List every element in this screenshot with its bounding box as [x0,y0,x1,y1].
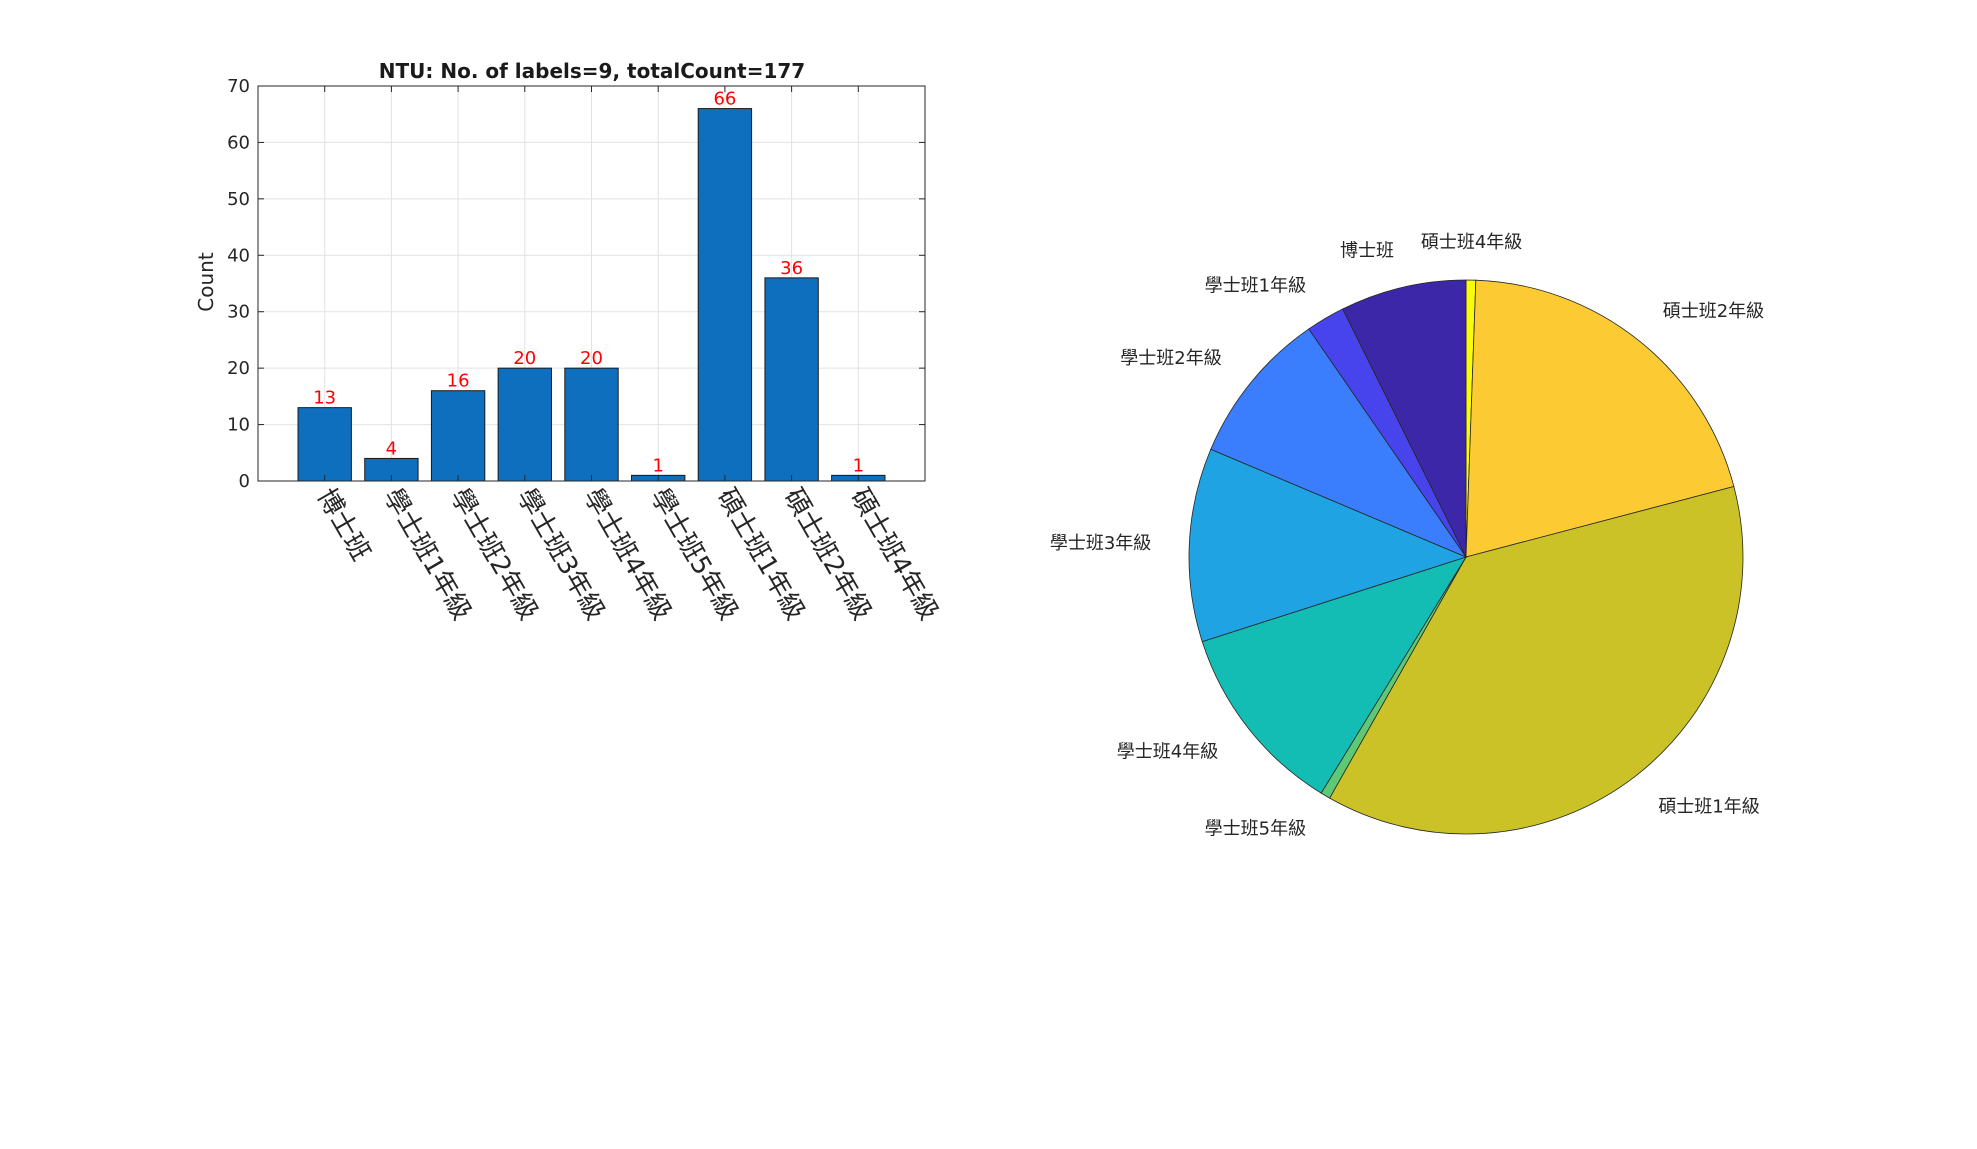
pie-slice [1465,279,1735,558]
y-tick-label: 70 [227,76,250,97]
bar [297,407,352,482]
data-label: 20 [513,348,536,369]
bar [430,390,486,482]
pie-slice-label: 碩士班1年級 [1658,796,1759,817]
y-tick-label: 60 [227,132,250,153]
pie-slice-label: 博士班 [1340,240,1394,261]
bar [497,367,552,482]
data-label: 13 [313,388,336,409]
pie-slice [1329,486,1744,835]
y-tick-label: 0 [239,471,250,492]
y-tick-label: 40 [227,245,250,266]
data-label: 4 [386,438,397,459]
data-label: 36 [780,258,803,279]
pie-slice [1342,279,1467,558]
bar [764,277,819,482]
y-tick-label: 30 [227,302,250,323]
y-tick-label: 50 [227,189,250,210]
pie-slice-label: 學士班1年級 [1205,276,1306,297]
data-label: 1 [652,455,663,476]
data-label: 16 [447,371,470,392]
pie-slice-label: 學士班2年級 [1120,348,1221,369]
data-label: 66 [713,89,736,110]
y-tick-label: 20 [227,358,250,379]
pie-slice-label: 碩士班2年級 [1663,301,1764,322]
pie-slice [1201,556,1467,794]
y-tick-label: 10 [227,415,250,436]
data-label: 20 [580,348,603,369]
data-label: 1 [853,455,864,476]
pie-slice-label: 學士班3年級 [1050,533,1151,554]
bar [564,367,619,482]
pie-slice-label: 學士班5年級 [1205,818,1306,839]
pie-slice [1188,448,1468,643]
chart-title: NTU: No. of labels=9, totalCount=177 [379,59,805,83]
pie-slice-label: 碩士班4年級 [1421,232,1522,253]
y-axis-label: Count [194,252,218,312]
pie-slice [1210,328,1468,558]
pie-slice-label: 學士班4年級 [1117,742,1218,763]
bar [697,108,753,482]
